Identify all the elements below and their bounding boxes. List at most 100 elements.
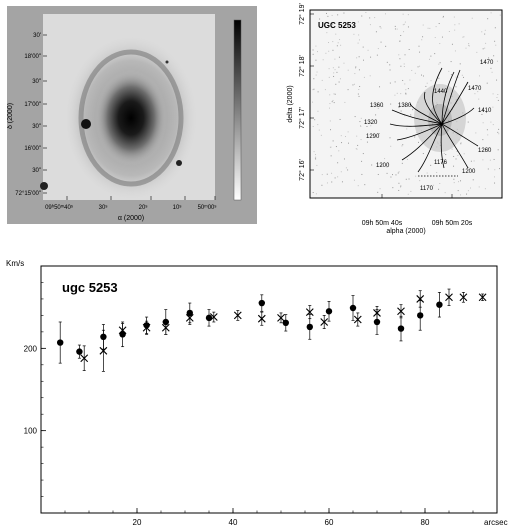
noise-pixel — [325, 12, 327, 14]
data-point-cross — [209, 311, 218, 323]
noise-pixel — [407, 26, 409, 28]
noise-pixel — [443, 152, 445, 154]
noise-pixel — [353, 83, 355, 85]
noise-pixel — [335, 83, 337, 85]
plot-frame — [40, 265, 498, 514]
noise-pixel — [360, 125, 362, 127]
noise-pixel — [442, 16, 444, 18]
map-xlabel: alpha (2000) — [386, 228, 425, 235]
noise-pixel — [482, 122, 484, 124]
chart-title: ugc 5253 — [62, 280, 118, 295]
cross-marker — [233, 311, 242, 320]
noise-pixel — [317, 124, 319, 126]
noise-pixel — [484, 33, 486, 35]
noise-pixel — [454, 24, 456, 26]
noise-pixel — [358, 95, 360, 97]
noise-pixel — [457, 181, 459, 183]
ra-tick-label: 30ˢ — [99, 205, 108, 211]
noise-pixel — [467, 121, 469, 123]
noise-pixel — [435, 26, 437, 28]
noise-pixel — [312, 192, 314, 194]
noise-pixel — [340, 44, 342, 46]
noise-pixel — [455, 158, 457, 160]
noise-pixel — [410, 190, 412, 192]
noise-pixel — [331, 14, 333, 16]
map-noise — [312, 12, 501, 196]
isovelocity-contour — [441, 123, 469, 169]
noise-pixel — [378, 133, 380, 135]
data-point-cross — [277, 312, 285, 324]
contour-labels: 1470 1440 1470 1410 1360 1380 1320 1290 1260 1200… — [364, 60, 494, 192]
data-point-cross — [99, 329, 108, 372]
noise-pixel — [494, 169, 496, 171]
noise-pixel — [487, 18, 489, 20]
noise-pixel — [386, 61, 388, 63]
noise-pixel — [494, 27, 496, 29]
dec-tick-label: 16'00" — [24, 146, 41, 152]
noise-pixel — [384, 158, 386, 160]
noise-pixel — [483, 109, 485, 111]
map-ylabel: delta (2000) — [287, 85, 294, 122]
noise-pixel — [455, 76, 457, 78]
noise-pixel — [312, 89, 314, 91]
noise-pixel — [329, 107, 331, 109]
cross-marker — [445, 293, 453, 302]
noise-pixel — [345, 24, 347, 26]
noise-pixel — [313, 88, 315, 90]
data-point-dot — [57, 321, 64, 364]
noise-pixel — [421, 74, 423, 76]
map-title: UGC 5253 — [318, 21, 356, 30]
isovelocity-contour — [441, 81, 469, 125]
noise-pixel — [331, 101, 333, 103]
noise-pixel — [357, 21, 359, 23]
noise-pixel — [398, 40, 400, 42]
data-point-cross — [80, 345, 89, 371]
noise-pixel — [355, 67, 357, 69]
dec-tick-label: 30" — [32, 124, 41, 130]
noise-pixel — [492, 93, 494, 95]
contour-label: 1170 — [420, 186, 434, 192]
noise-pixel — [396, 28, 398, 30]
noise-pixel — [468, 44, 470, 46]
map-dec-tick-label: 72° 16' — [298, 159, 306, 181]
noise-pixel — [380, 27, 382, 29]
data-point-cross — [459, 291, 468, 303]
noise-pixel — [479, 75, 481, 77]
noise-pixel — [316, 51, 318, 53]
cross-marker — [373, 309, 381, 317]
noise-pixel — [400, 65, 402, 67]
noise-pixel — [476, 51, 478, 53]
noise-pixel — [494, 182, 496, 184]
noise-pixel — [330, 146, 332, 148]
noise-pixel — [362, 46, 364, 48]
noise-pixel — [436, 172, 438, 174]
noise-pixel — [414, 72, 416, 74]
cross-marker — [257, 314, 266, 323]
noise-pixel — [478, 98, 480, 100]
data-point-cross — [142, 320, 151, 335]
noise-pixel — [321, 79, 323, 81]
galaxy-arm — [78, 49, 184, 187]
grey-scale-bar — [233, 19, 242, 201]
noise-pixel — [355, 148, 357, 150]
noise-pixel — [404, 83, 406, 85]
noise-pixel — [451, 148, 453, 150]
noise-pixel — [497, 149, 499, 151]
isovelocity-contour — [389, 123, 443, 127]
noise-pixel — [490, 67, 492, 69]
noise-pixel — [325, 52, 327, 54]
noise-pixel — [407, 14, 409, 16]
dec-tick-label: 72°15'00" — [15, 191, 41, 197]
noise-pixel — [418, 45, 420, 47]
noise-pixel — [339, 39, 341, 41]
ra-tick-label: 10ˢ — [173, 205, 182, 211]
noise-pixel — [457, 190, 459, 192]
contour-label: 1470 — [480, 60, 494, 66]
noise-pixel — [485, 42, 487, 44]
dec-tick-label: 30' — [33, 33, 41, 39]
noise-pixel — [370, 56, 372, 58]
isovelocity-contour — [441, 123, 479, 147]
noise-pixel — [442, 15, 444, 17]
noise-pixel — [404, 54, 406, 56]
noise-pixel — [434, 37, 436, 39]
